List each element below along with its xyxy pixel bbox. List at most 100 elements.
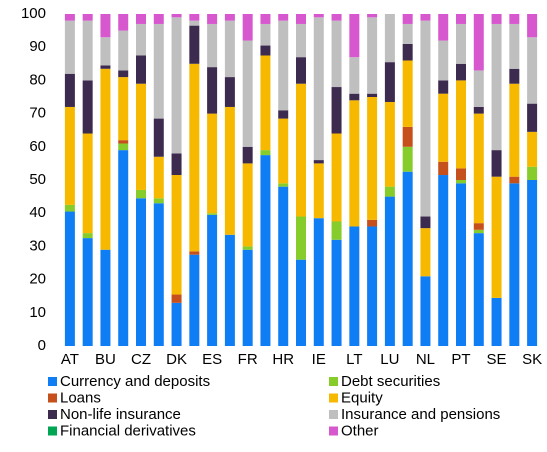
bar-segment bbox=[367, 93, 378, 97]
bar-segment bbox=[82, 238, 93, 346]
bar-segment bbox=[278, 183, 289, 187]
legend-label: Non-life insurance bbox=[60, 406, 181, 423]
bar-segment bbox=[384, 186, 395, 197]
bar-segment bbox=[153, 118, 164, 157]
bar-segment bbox=[207, 113, 218, 214]
bar-segment bbox=[118, 150, 129, 346]
bar-segment bbox=[331, 133, 342, 222]
x-tick-label: BU bbox=[95, 351, 116, 368]
bar-segment bbox=[402, 126, 413, 147]
bar-segment bbox=[118, 70, 129, 78]
bar-segment bbox=[456, 168, 466, 180]
y-tick-label: 70 bbox=[29, 105, 46, 122]
bar-segment bbox=[136, 189, 146, 199]
bar-segment bbox=[296, 259, 306, 346]
bar-segment bbox=[473, 229, 484, 234]
bar-segment bbox=[189, 14, 200, 21]
bar-segment bbox=[224, 14, 235, 21]
bar-segment bbox=[189, 63, 200, 252]
bar-segment bbox=[527, 103, 538, 132]
y-tick-label: 80 bbox=[29, 71, 46, 88]
bar-segment bbox=[473, 70, 484, 107]
bar-segment bbox=[224, 106, 235, 235]
bar-segment bbox=[242, 40, 253, 147]
bar-segment bbox=[224, 77, 235, 107]
y-tick-label: 0 bbox=[38, 337, 46, 354]
bar-segment bbox=[349, 57, 360, 94]
bar-segment bbox=[242, 246, 253, 250]
bar-segment bbox=[171, 294, 182, 303]
bar-segment bbox=[473, 223, 484, 230]
bar-segment bbox=[296, 14, 306, 24]
bar-segment bbox=[384, 62, 395, 102]
bar-segment bbox=[456, 14, 466, 24]
bar-segment bbox=[242, 249, 253, 346]
x-tick-label: SE bbox=[487, 351, 507, 368]
bar-segment bbox=[242, 14, 253, 41]
x-tick-label: HR bbox=[272, 351, 294, 368]
bar-segment bbox=[491, 14, 502, 24]
bar-segment bbox=[242, 163, 253, 247]
legend-swatch bbox=[329, 377, 338, 386]
bar-segment bbox=[296, 83, 306, 217]
bar-segment bbox=[278, 118, 289, 184]
bar-segment bbox=[189, 20, 200, 26]
legend-label: Currency and deposits bbox=[60, 373, 210, 390]
bar-segment bbox=[491, 176, 502, 298]
bar-segment bbox=[527, 166, 538, 180]
bar-segment bbox=[420, 228, 431, 277]
bar-segment bbox=[171, 175, 182, 295]
bar-segment bbox=[367, 97, 378, 220]
bar-segment bbox=[420, 20, 431, 217]
bar-segment bbox=[100, 37, 111, 66]
legend-label: Loans bbox=[60, 389, 101, 406]
bar-segment bbox=[367, 14, 378, 18]
bar-segment bbox=[82, 20, 93, 81]
bar-segment bbox=[136, 198, 146, 346]
y-tick-label: 60 bbox=[29, 138, 46, 155]
x-tick-label: PT bbox=[451, 351, 470, 368]
bar-segment bbox=[207, 23, 218, 68]
y-tick-label: 10 bbox=[29, 304, 46, 321]
bar-segment bbox=[491, 297, 502, 346]
bar-segment bbox=[100, 249, 111, 346]
bar-segment bbox=[153, 198, 164, 204]
x-tick-label: IE bbox=[312, 351, 326, 368]
bar-segment bbox=[313, 163, 324, 219]
y-tick-label: 30 bbox=[29, 237, 46, 254]
legend-label: Other bbox=[341, 422, 379, 439]
bar-segment bbox=[207, 67, 218, 114]
bar-segment bbox=[438, 161, 449, 176]
x-tick-label: NL bbox=[416, 351, 435, 368]
x-tick-label: ES bbox=[202, 351, 222, 368]
bar-segment bbox=[402, 23, 413, 44]
bar-segment bbox=[171, 17, 182, 154]
bar-segment bbox=[438, 80, 449, 94]
y-tick-label: 100 bbox=[21, 5, 46, 22]
bar-segment bbox=[278, 110, 289, 119]
bar-segment bbox=[313, 14, 324, 18]
bar-segment bbox=[260, 150, 271, 156]
bar-segment bbox=[473, 14, 484, 71]
bar-segment bbox=[136, 55, 146, 84]
bar-segment bbox=[242, 146, 253, 164]
bar-segment bbox=[64, 73, 75, 107]
bar-segment bbox=[224, 20, 235, 78]
bar-segment bbox=[331, 221, 342, 240]
y-tick-label: 90 bbox=[29, 38, 46, 55]
bar-segment bbox=[118, 140, 129, 144]
bar-segment bbox=[491, 23, 502, 151]
bar-segment bbox=[473, 106, 484, 114]
bar-segment bbox=[456, 23, 466, 64]
bar-segment bbox=[153, 14, 164, 24]
bar-segment bbox=[100, 14, 111, 38]
bar-segment bbox=[153, 23, 164, 119]
bar-segment bbox=[509, 83, 520, 177]
bar-segment bbox=[456, 80, 466, 169]
bar-segment bbox=[349, 93, 360, 101]
bar-segment bbox=[260, 155, 271, 346]
bar-segment bbox=[402, 14, 413, 24]
bar-segment bbox=[527, 131, 538, 167]
